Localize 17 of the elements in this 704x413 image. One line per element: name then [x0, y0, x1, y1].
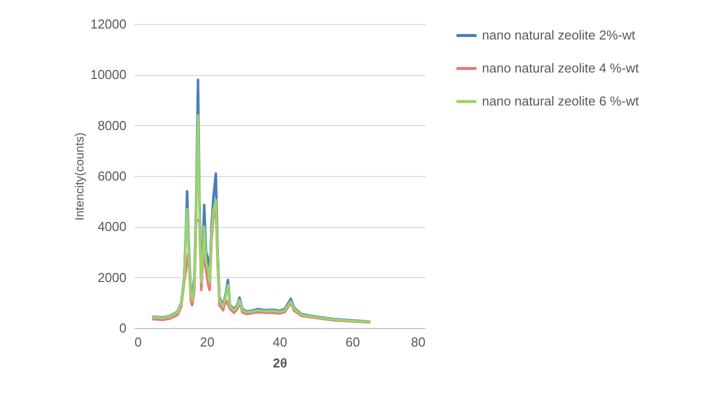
legend-label: nano natural zeolite 6 %-wt	[482, 94, 640, 108]
y-tick-label: 2000	[98, 270, 126, 285]
y-axis-title: Intencity(counts)	[72, 132, 86, 221]
x-axis-title: 2θ	[272, 356, 288, 370]
y-tick-label: 8000	[98, 118, 126, 133]
y-tick-label: 0	[119, 320, 126, 336]
y-tick-label: 6000	[98, 168, 126, 184]
y-tick-label: 4000	[98, 219, 126, 234]
y-tick-label: 10000	[90, 67, 126, 82]
legend-label: nano natural zeolite 4 %-wt	[482, 60, 640, 76]
y-tick-label: 12000	[90, 16, 126, 32]
x-tick-label: 20	[200, 334, 214, 350]
x-tick-label: 40	[272, 334, 288, 350]
legend-label: nano natural zeolite 2%-wt	[482, 28, 636, 42]
x-tick-label: 80	[411, 334, 426, 350]
x-tick-label: 60	[346, 334, 360, 350]
x-tick-label: 0	[134, 334, 142, 350]
